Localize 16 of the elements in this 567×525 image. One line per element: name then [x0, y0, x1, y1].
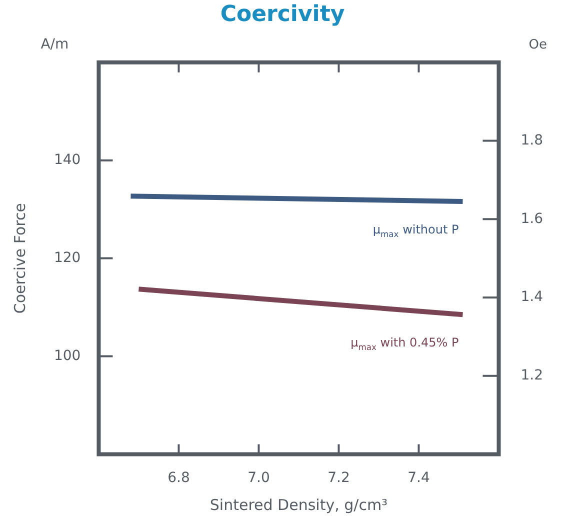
x-tick-label: 6.8 [168, 470, 190, 486]
x-tick-label: 7.0 [248, 470, 270, 486]
x-axis-title: Sintered Density, g/cm³ [210, 496, 388, 514]
y2-axis-title: Oe [528, 37, 547, 52]
y-tick-label: 140 [54, 152, 81, 168]
y2-tick-label: 1.8 [520, 132, 543, 148]
text: A/m [40, 36, 69, 52]
x-tick-label: 7.4 [408, 470, 430, 486]
y-tick-label: 120 [54, 250, 81, 266]
x-tick-label: 7.2 [328, 470, 350, 486]
y-axis-title: Coercive Force [10, 203, 29, 314]
y2-tick-label: 1.4 [520, 289, 544, 306]
y-tick-label: 100 [54, 348, 81, 364]
chart-title: Coercivity [220, 2, 345, 27]
y2-tick-label: 1.6 [520, 210, 544, 227]
y2-tick-label: 1.2 [520, 367, 543, 384]
